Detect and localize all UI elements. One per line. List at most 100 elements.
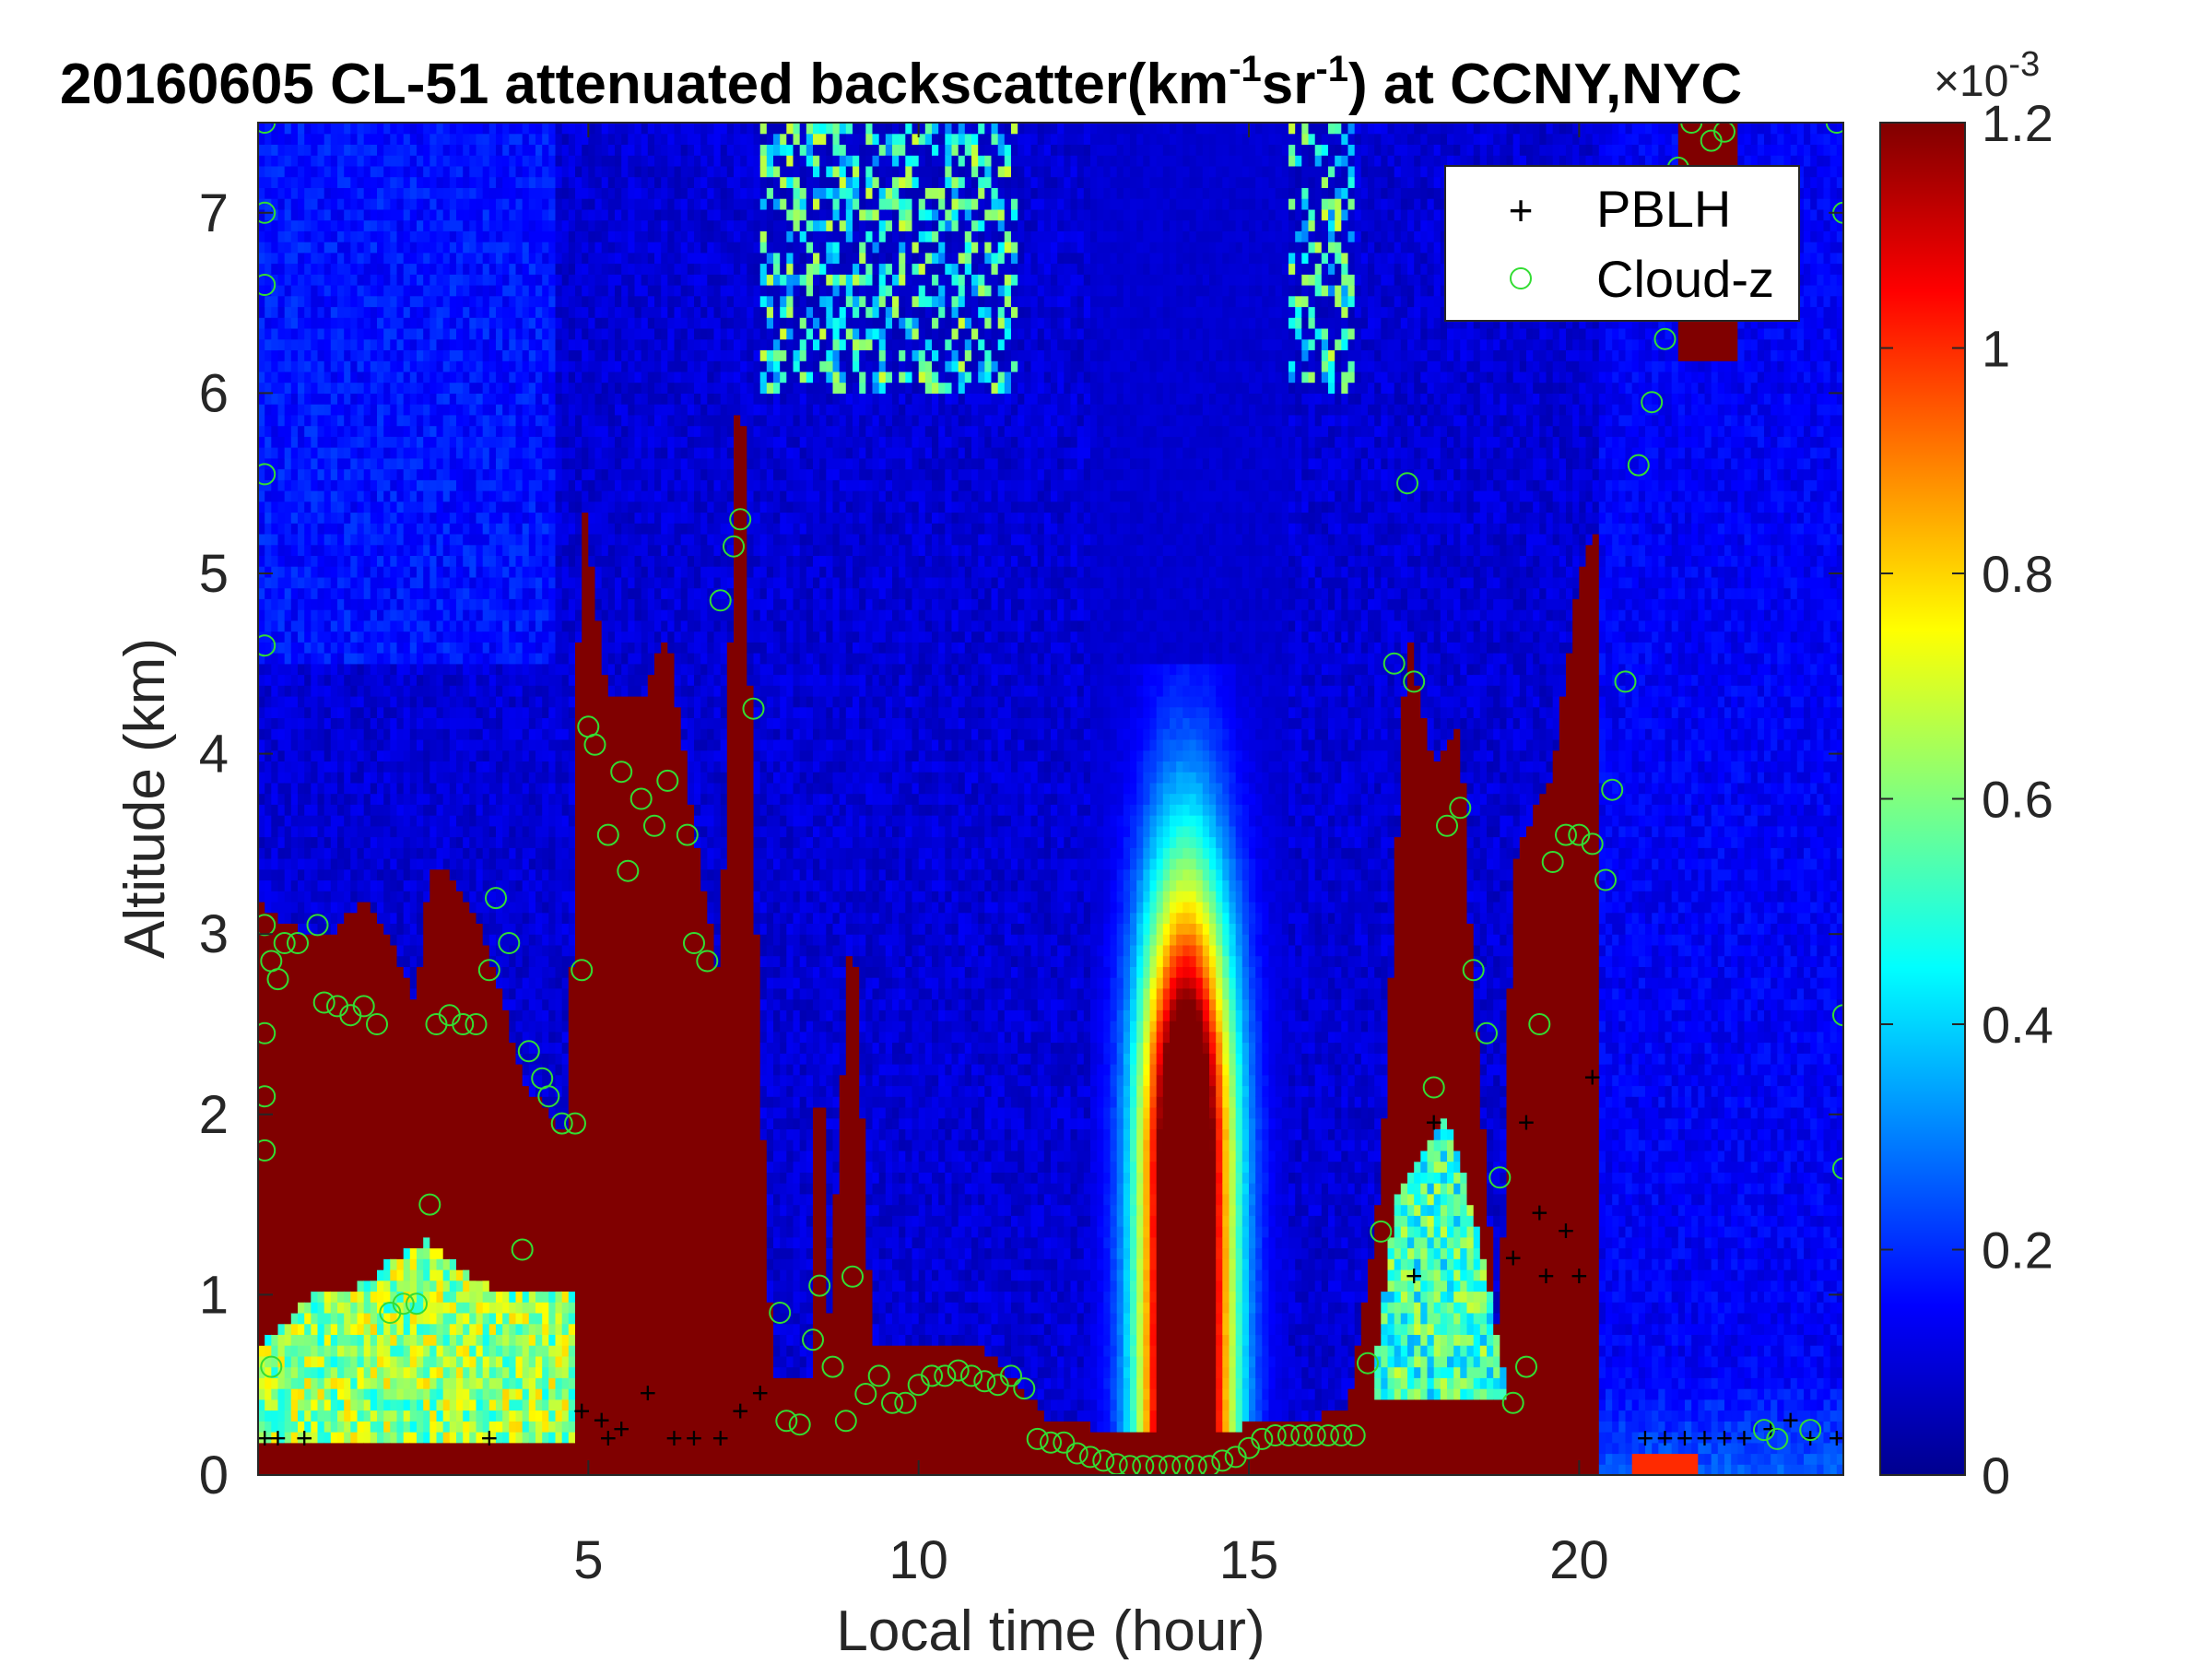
heatmap-cell (489, 707, 497, 718)
heatmap-cell (496, 469, 503, 480)
heatmap-cell (291, 685, 299, 696)
heatmap-cell (397, 653, 405, 664)
heatmap-cell (311, 750, 318, 761)
heatmap-cell (502, 728, 510, 739)
heatmap-cell (443, 1324, 451, 1335)
heatmap-cell (483, 404, 490, 415)
heatmap-cell (477, 187, 484, 198)
heatmap-cell (548, 123, 556, 134)
heatmap-cell (463, 242, 470, 253)
heatmap-cell (311, 783, 318, 794)
heatmap-cell (502, 913, 510, 924)
heatmap-cell (509, 328, 516, 339)
heatmap-cell (621, 264, 629, 275)
heatmap-cell (450, 296, 457, 307)
heatmap-cell (417, 664, 424, 675)
heatmap-cell (364, 880, 371, 891)
heatmap-cell (535, 1302, 543, 1313)
heatmap-cell (529, 1313, 536, 1324)
heatmap-cell (483, 598, 490, 609)
heatmap-cell (562, 826, 570, 837)
heatmap-cell (423, 404, 430, 415)
heatmap-cell (383, 772, 391, 783)
heatmap-cell (383, 685, 391, 696)
heatmap-cell (397, 177, 405, 188)
heatmap-cell (311, 436, 318, 447)
heatmap-cell (344, 826, 351, 837)
heatmap-cell (469, 1324, 477, 1335)
heatmap-cell (331, 372, 338, 383)
heatmap-cell (569, 620, 576, 631)
heatmap-cell (496, 956, 503, 967)
heatmap-cell (496, 404, 503, 415)
heatmap-cell (496, 145, 503, 156)
heatmap-cell (304, 1345, 312, 1356)
heatmap-cell (608, 469, 616, 480)
heatmap-cell (397, 1280, 405, 1292)
heatmap-cell (516, 1377, 524, 1388)
heatmap-cell (417, 837, 424, 848)
heatmap-cell (548, 891, 556, 902)
heatmap-cell (502, 577, 510, 588)
heatmap-cell (437, 598, 444, 609)
heatmap-cell (575, 383, 582, 394)
heatmap-cell (509, 1292, 516, 1303)
heatmap-cell (621, 675, 629, 686)
heatmap-cell (496, 220, 503, 231)
heatmap-cell (548, 1118, 556, 1292)
heatmap-cell (258, 598, 265, 609)
heatmap-cell (496, 166, 503, 177)
heatmap-cell (318, 1292, 325, 1303)
heatmap-cell (417, 360, 424, 372)
heatmap-cell (569, 274, 576, 285)
heatmap-cell (496, 577, 503, 588)
heatmap-cell (463, 264, 470, 275)
heatmap-cell (423, 902, 430, 1237)
heatmap-cell (397, 696, 405, 707)
heatmap-cell (523, 696, 530, 707)
heatmap-cell (423, 1258, 430, 1269)
heatmap-cell (278, 350, 286, 361)
heatmap-cell (417, 155, 424, 166)
heatmap-cell (304, 317, 312, 328)
heatmap-cell (437, 739, 444, 750)
heatmap-cell (304, 772, 312, 783)
heatmap-cell (417, 264, 424, 275)
heatmap-cell (562, 609, 570, 620)
heatmap-cell (548, 230, 556, 242)
heatmap-cell (523, 360, 530, 372)
heatmap-cell (463, 772, 470, 783)
heatmap-cell (635, 685, 642, 696)
heatmap-cell (390, 783, 397, 794)
heatmap-cell (417, 490, 424, 502)
heatmap-cell (397, 404, 405, 415)
heatmap-cell (390, 545, 397, 556)
heatmap-cell (285, 350, 292, 361)
heatmap-cell (456, 534, 464, 545)
heatmap-cell (456, 1334, 464, 1345)
heatmap-cell (621, 469, 629, 480)
heatmap-cell (404, 469, 411, 480)
heatmap-cell (608, 415, 616, 426)
heatmap-cell (298, 555, 305, 566)
heatmap-cell (397, 675, 405, 686)
heatmap-cell (489, 307, 497, 318)
heatmap-cell (350, 490, 358, 502)
heatmap-cell (390, 577, 397, 588)
heatmap-cell (383, 339, 391, 350)
heatmap-cell (602, 307, 609, 318)
heatmap-cell (562, 415, 570, 426)
heatmap-cell (358, 307, 365, 318)
heatmap-cell (364, 155, 371, 166)
heatmap-cell (483, 383, 490, 394)
heatmap-cell (311, 360, 318, 372)
heatmap-cell (615, 328, 622, 339)
heatmap-cell (285, 328, 292, 339)
heatmap-cell (298, 869, 305, 880)
heatmap-cell (429, 383, 437, 394)
heatmap-cell (556, 620, 563, 631)
heatmap-cell (548, 307, 556, 318)
heatmap-cell (595, 209, 603, 220)
heatmap-cell (463, 1292, 470, 1303)
heatmap-cell (509, 209, 516, 220)
